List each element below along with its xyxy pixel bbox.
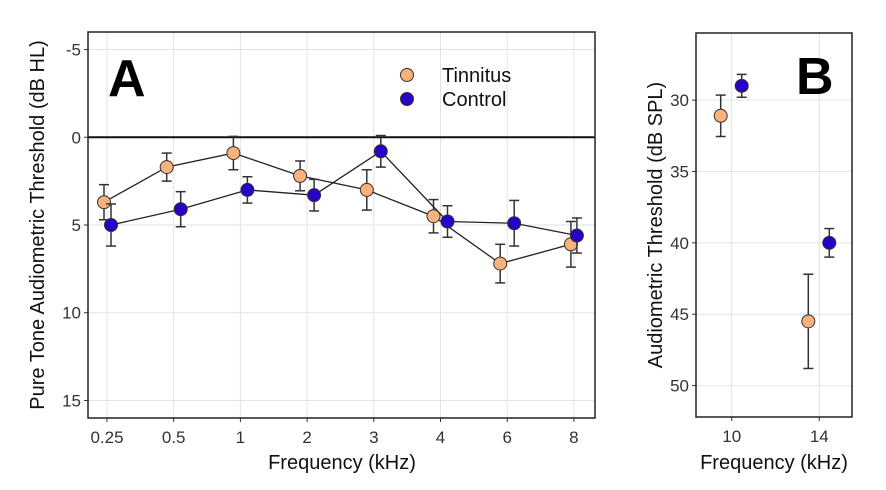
panel-b: 30 35 40 45 50 10 14: [670, 32, 853, 446]
panel-a-tinnitus-point: [426, 209, 441, 224]
panel-a-tinnitus-point: [359, 182, 374, 197]
panel-b-x-tick-label: 14: [810, 427, 829, 446]
panel-a-x-axis-label: Frequency (kHz): [268, 452, 416, 474]
legend-tinnitus-marker: [400, 68, 414, 82]
panel-b-label: B: [796, 48, 834, 106]
panel-b-y-tick-label: 35: [670, 162, 689, 181]
panel-b-tinnitus-point: [713, 108, 728, 123]
panel-b-y-tick-label: 40: [670, 234, 689, 253]
panel-a-y-tick-label: -5: [66, 41, 81, 60]
panel-a-x-tick-label: 2: [302, 428, 311, 447]
panel-a-y-tick-label: 5: [72, 216, 81, 235]
panel-a-control-point: [507, 216, 522, 231]
legend-control-label: Control: [442, 89, 506, 111]
panel-a-control-point: [440, 214, 455, 229]
panel-a-tinnitus-point: [293, 168, 308, 183]
panel-b-y-tick-label: 50: [670, 377, 689, 396]
panel-a-tinnitus-point: [159, 160, 174, 175]
panel-a-control-line: [110, 150, 578, 237]
panel-b-control-point: [822, 235, 837, 250]
panel-a-control-point: [104, 218, 118, 232]
panel-b-control-point: [734, 78, 749, 93]
panel-a-y-tick-label: 0: [72, 128, 81, 147]
legend-tinnitus-label: Tinnitus: [442, 65, 511, 87]
legend-control-marker: [400, 92, 414, 106]
panel-a-control-point: [307, 188, 322, 203]
panel-b-x-axis-label: Frequency (kHz): [700, 452, 848, 474]
panel-a-control-point: [240, 182, 255, 197]
panel-a-y-axis-label: Pure Tone Audiometric Threshold (dB HL): [27, 40, 49, 409]
panel-a-x-tick-label: 6: [502, 428, 511, 447]
panel-a-x-tick-label: 8: [569, 428, 578, 447]
panel-b-x-tick-label: 10: [722, 427, 741, 446]
panel-a-x-tick-label: 4: [436, 428, 445, 447]
panel-a-label: A: [108, 50, 146, 108]
panel-a-y-tick-label: 15: [62, 391, 81, 410]
panel-a-control-point: [173, 202, 188, 217]
panel-a: -5 0 5 10 15 0.25 0.5 1 2 3 4 6 8: [62, 31, 596, 447]
panel-b-plot-frame: [695, 32, 853, 418]
panel-a-y-tick-label: 10: [62, 304, 81, 323]
panel-a-x-tick-label: 0.25: [90, 428, 123, 447]
panel-a-x-tick-label: 0.5: [162, 428, 186, 447]
panel-a-x-tick-label: 1: [236, 428, 245, 447]
panel-a-plot-frame: [87, 31, 596, 419]
panel-b-y-tick-label: 30: [670, 91, 689, 110]
panel-b-y-axis-label: Audiometric Threshold (dB SPL): [645, 82, 667, 368]
panel-a-control-point: [373, 144, 388, 159]
panel-a-tinnitus-point: [97, 195, 111, 210]
panel-b-tinnitus-point: [801, 314, 816, 329]
panel-b-y-tick-label: 45: [670, 305, 689, 324]
panel-a-x-tick-label: 3: [369, 428, 378, 447]
panel-a-tinnitus-point: [493, 256, 508, 271]
panel-a-control-point: [569, 228, 584, 243]
panel-a-tinnitus-point: [226, 146, 241, 161]
